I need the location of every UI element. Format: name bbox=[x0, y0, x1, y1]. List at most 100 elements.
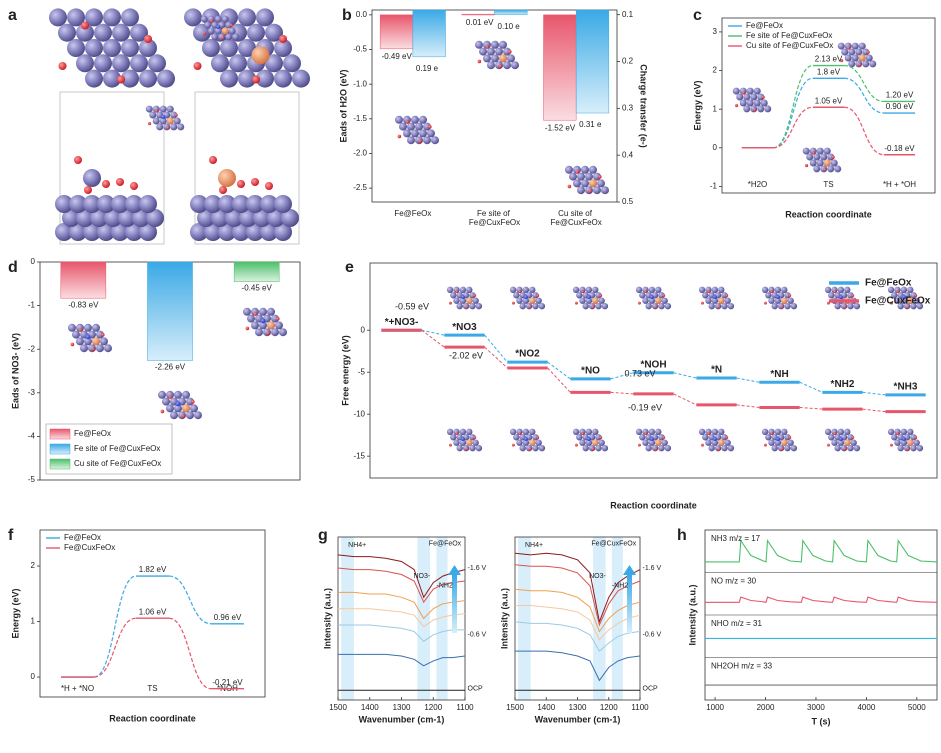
legend-swatch bbox=[49, 443, 71, 455]
atom bbox=[787, 439, 794, 446]
series-label: NHO m/z = 31 bbox=[711, 619, 762, 628]
oxygen-atom bbox=[130, 182, 138, 190]
atom bbox=[847, 292, 854, 299]
atom bbox=[576, 434, 583, 441]
step-label: *NO3 bbox=[452, 322, 477, 333]
atom bbox=[724, 297, 731, 304]
oxygen-atom bbox=[833, 432, 837, 436]
atom bbox=[483, 54, 491, 63]
nitrogen-atom bbox=[838, 295, 843, 299]
atom bbox=[572, 428, 580, 436]
x-tick-label: *H2O bbox=[748, 180, 768, 189]
atom bbox=[705, 297, 712, 304]
bar bbox=[147, 261, 193, 361]
axis-label: Energy (eV) bbox=[692, 80, 702, 130]
nitrogen-atom bbox=[161, 114, 166, 120]
value-label: 1.8 eV bbox=[817, 67, 841, 76]
atom bbox=[698, 428, 706, 436]
band bbox=[518, 537, 531, 700]
connector bbox=[93, 617, 137, 678]
oxygen-atom bbox=[511, 443, 515, 447]
atom bbox=[281, 209, 299, 227]
atom bbox=[705, 439, 712, 446]
copper-atom bbox=[92, 337, 100, 346]
atom bbox=[491, 54, 499, 63]
atom bbox=[92, 323, 100, 332]
atom bbox=[900, 297, 908, 304]
atom bbox=[830, 159, 838, 167]
oxygen-atom bbox=[148, 122, 152, 126]
potential-arrowhead bbox=[448, 565, 461, 575]
atom bbox=[145, 105, 153, 113]
atom bbox=[76, 54, 94, 73]
value-label: 0.90 eV bbox=[886, 102, 914, 111]
oxygen-atom bbox=[221, 36, 225, 40]
atom bbox=[516, 297, 523, 304]
nitrogen-atom bbox=[460, 437, 465, 441]
value-label: -0.83 eV bbox=[68, 300, 99, 309]
potential-arrowhead bbox=[623, 565, 636, 575]
series-label: NO m/z = 30 bbox=[711, 577, 757, 586]
axis-label: Intensity (a.u.) bbox=[499, 588, 509, 649]
atom bbox=[475, 444, 483, 452]
connector bbox=[484, 334, 508, 363]
atom bbox=[529, 428, 536, 436]
atom bbox=[84, 323, 92, 332]
atom bbox=[274, 195, 292, 213]
x-tick-label: Cu site of Fe@CuxFeOx bbox=[551, 209, 602, 227]
atom bbox=[711, 439, 719, 446]
y-tick-label: 0.2 bbox=[622, 57, 634, 66]
atom bbox=[103, 8, 121, 27]
nitrogen-atom bbox=[649, 295, 654, 299]
atom bbox=[267, 307, 275, 316]
connector bbox=[421, 329, 445, 336]
oxygen-atom bbox=[278, 34, 288, 44]
atom bbox=[768, 297, 775, 304]
oxygen-atom bbox=[588, 189, 592, 193]
oxygen-atom bbox=[477, 59, 482, 64]
oxygen-atom bbox=[160, 409, 165, 414]
oxygen-atom bbox=[191, 400, 195, 404]
copper-atom bbox=[592, 297, 599, 304]
x-tick-label: 1100 bbox=[631, 703, 649, 712]
atom bbox=[910, 434, 917, 441]
atom bbox=[132, 209, 150, 227]
y-tick-label: 0.5 bbox=[622, 197, 634, 206]
atom bbox=[118, 209, 136, 227]
atom bbox=[585, 428, 593, 436]
oxygen-atom bbox=[914, 436, 918, 439]
atom bbox=[256, 8, 274, 27]
atom bbox=[246, 223, 264, 241]
atom bbox=[816, 159, 824, 167]
atom bbox=[166, 404, 174, 413]
legend-label: Fe site of Fe@CuxFeOx bbox=[74, 444, 160, 453]
atom bbox=[499, 40, 507, 49]
atom bbox=[260, 195, 278, 213]
legend-label: Fe site of Fe@CuxFeOx bbox=[746, 31, 832, 40]
atom bbox=[103, 69, 121, 88]
nitrogen-atom bbox=[460, 295, 465, 299]
atom bbox=[784, 444, 791, 452]
atom bbox=[655, 286, 662, 294]
atom bbox=[698, 286, 706, 294]
atom bbox=[910, 292, 917, 299]
atom bbox=[251, 321, 259, 330]
atom bbox=[148, 54, 166, 73]
atom bbox=[69, 195, 87, 213]
oxygen-atom bbox=[91, 347, 95, 352]
nitrogen-atom bbox=[775, 437, 780, 441]
atom bbox=[593, 172, 601, 181]
y-tick-label: -10 bbox=[353, 409, 365, 418]
atom bbox=[784, 302, 791, 310]
atom bbox=[94, 54, 112, 73]
bar bbox=[575, 9, 610, 114]
spectrum-line bbox=[338, 653, 466, 667]
atom bbox=[837, 286, 845, 294]
atom bbox=[419, 115, 427, 124]
copper-atom bbox=[781, 297, 788, 304]
annotation: NH4+ bbox=[525, 542, 543, 549]
atom bbox=[121, 39, 139, 57]
atom bbox=[475, 302, 483, 310]
nitrogen-atom bbox=[260, 318, 266, 324]
atom bbox=[658, 444, 665, 452]
